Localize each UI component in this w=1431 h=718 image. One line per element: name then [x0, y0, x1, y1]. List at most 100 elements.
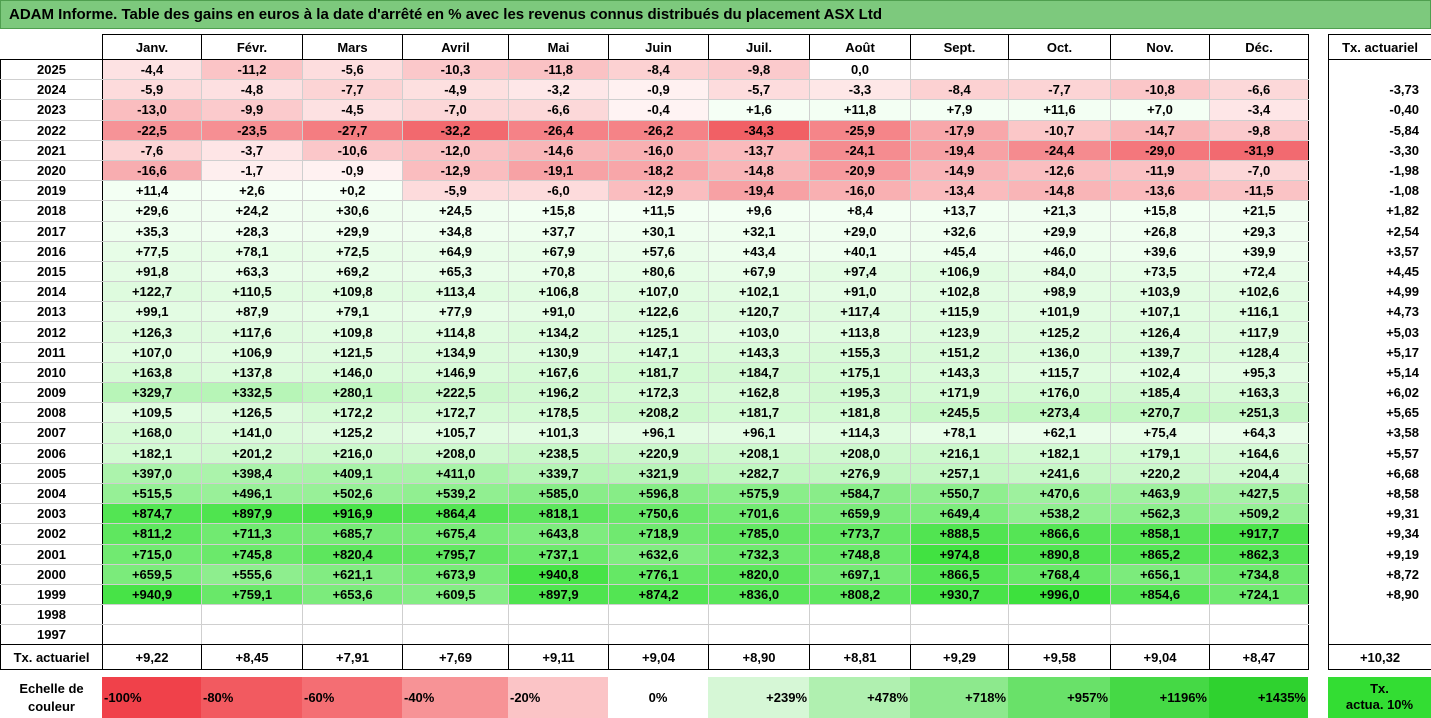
gain-cell: +69,2 [302, 260, 403, 283]
gain-cell: +162,8 [708, 381, 810, 404]
gain-cell: +0,2 [302, 180, 403, 202]
gain-cell: +502,6 [302, 482, 403, 505]
gain-cell: +858,1 [1110, 523, 1210, 545]
table-row: 1999 +940,9 +759,1 +653,6 +609,5 +897,9 +874,2… [0, 583, 1309, 606]
gain-cell: +862,3 [1209, 543, 1309, 565]
gain-cell: +106,9 [910, 260, 1009, 283]
gain-cell: +21,5 [1209, 200, 1309, 222]
gain-cell: -14,9 [910, 159, 1009, 182]
month-header: Mars [302, 34, 403, 60]
gain-cell: +1,6 [708, 99, 810, 121]
color-scale-step: +1435% [1209, 677, 1308, 718]
gain-cell: -24,4 [1008, 139, 1111, 161]
gain-cell: +113,8 [809, 321, 911, 343]
gain-cell: +40,1 [809, 240, 911, 262]
gain-cell: +24,2 [201, 200, 303, 222]
rate-row: +5,57 [1328, 443, 1431, 464]
gain-cell: +105,7 [402, 422, 509, 444]
gain-cell: +67,9 [508, 240, 609, 262]
table-row: 2006 +182,1 +201,2 +216,0 +208,0 +238,5 +220,9… [0, 442, 1309, 464]
gain-cell: -10,3 [402, 58, 509, 81]
gain-cell: +398,4 [201, 462, 303, 484]
color-scale-rate-line1: Tx. [1370, 681, 1389, 696]
rate-cell: +9,34 [1328, 523, 1431, 544]
rate-cell: +8,72 [1328, 564, 1431, 585]
gain-cell: +11,8 [809, 99, 911, 121]
total-cell: +8,45 [201, 644, 303, 671]
gain-cell: +321,9 [608, 462, 709, 484]
gain-cell: +11,6 [1008, 99, 1111, 121]
color-scale-rate-line2: actua. 10% [1345, 697, 1414, 712]
gain-cell: +77,9 [402, 301, 509, 323]
total-cell: +9,22 [102, 644, 202, 671]
color-scale-step: +957% [1008, 677, 1110, 718]
rate-row: +5,14 [1328, 362, 1431, 383]
gain-cell: -5,9 [402, 180, 509, 202]
gain-cell: +245,5 [910, 402, 1009, 424]
gain-cell [1008, 604, 1111, 626]
gain-cell: -12,9 [402, 159, 509, 182]
gain-cell: +204,4 [1209, 462, 1309, 484]
gain-cell: -13,6 [1110, 180, 1210, 202]
gain-cell: +273,4 [1008, 402, 1111, 424]
month-header: Avril [402, 34, 509, 60]
gain-cell: +72,5 [302, 240, 403, 262]
gain-cell: -9,8 [1209, 119, 1309, 141]
gain-cell: -19,4 [910, 139, 1009, 161]
gain-cell: -14,7 [1110, 119, 1210, 141]
gain-cell: +734,8 [1209, 563, 1309, 585]
table-row: 2019 +11,4 +2,6 +0,2 -5,9 -6,0 -12,9 -19,4 -16,0… [0, 180, 1309, 202]
table-row: 2015 +91,8 +63,3 +69,2 +65,3 +70,8 +80,6 +67,9 +… [0, 260, 1309, 283]
gain-cell: -14,8 [1008, 180, 1111, 202]
gain-cell: +77,5 [102, 240, 202, 262]
gain-cell: +748,8 [809, 543, 911, 565]
gain-cell: -13,7 [708, 139, 810, 161]
gain-cell: +836,0 [708, 583, 810, 606]
total-cell: +9,11 [508, 644, 609, 671]
gain-cell: -16,0 [608, 139, 709, 161]
gain-cell: +208,1 [708, 442, 810, 464]
gain-cell: +64,3 [1209, 422, 1309, 444]
year-label: 2014 [0, 281, 103, 303]
gain-cell: -14,6 [508, 139, 609, 161]
gain-cell: +120,7 [708, 301, 810, 323]
year-label: 2006 [0, 442, 103, 464]
gain-cell: -19,4 [708, 180, 810, 202]
gain-cell: +866,5 [910, 563, 1009, 585]
gain-cell: +208,2 [608, 402, 709, 424]
gain-cell [102, 624, 202, 646]
gain-cell: +134,9 [402, 341, 509, 363]
gain-cell: +550,7 [910, 482, 1009, 505]
gain-cell: -10,8 [1110, 79, 1210, 101]
gain-cell: -9,9 [201, 99, 303, 121]
gain-cell: +37,7 [508, 220, 609, 242]
year-label: 2016 [0, 240, 103, 262]
year-label: 2003 [0, 503, 103, 525]
gain-cell: +125,2 [1008, 321, 1111, 343]
gain-cell [1110, 58, 1210, 81]
gain-cell: +34,8 [402, 220, 509, 242]
year-label: 2025 [0, 58, 103, 81]
year-label: 2022 [0, 119, 103, 141]
gain-cell: +811,2 [102, 523, 202, 545]
gain-cell: +675,4 [402, 523, 509, 545]
table-row: 2016 +77,5 +78,1 +72,5 +64,9 +67,9 +57,6 +43,4 +… [0, 240, 1309, 262]
month-header: Nov. [1110, 34, 1210, 60]
table-row: 2018 +29,6 +24,2 +30,6 +24,5 +15,8 +11,5 +9,6 +8… [0, 200, 1309, 222]
rate-cell [1328, 604, 1431, 625]
rate-row: -3,73 [1328, 79, 1431, 100]
table-row: 2003 +874,7 +897,9 +916,9 +864,4 +818,1 +750,6… [0, 503, 1309, 525]
gain-cell: -5,7 [708, 79, 810, 101]
gain-cell: -7,0 [1209, 159, 1309, 182]
rate-cell [1328, 59, 1431, 80]
year-label: 2024 [0, 79, 103, 101]
total-cell: +9,29 [910, 644, 1009, 671]
actuarial-rate-table: Tx. actuariel -3,73 -0,40 -5,84 -3,30 -1,98-… [1328, 34, 1431, 671]
table-row: 2012 +126,3 +117,6 +109,8 +114,8 +134,2 +125,1… [0, 321, 1309, 343]
rate-row: +8,72 [1328, 564, 1431, 585]
rate-cell: +9,31 [1328, 503, 1431, 524]
gain-cell: -7,7 [302, 79, 403, 101]
gain-cell: +201,2 [201, 442, 303, 464]
gain-cell: +795,7 [402, 543, 509, 565]
gain-cell: +890,8 [1008, 543, 1111, 565]
